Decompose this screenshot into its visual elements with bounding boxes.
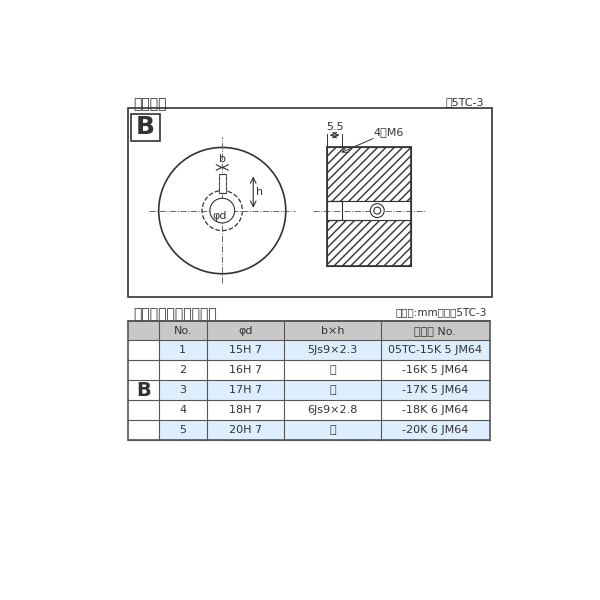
Text: -20K 6 JM64: -20K 6 JM64 [402,425,469,435]
Bar [327,220,410,266]
Text: b: b [219,154,226,164]
Text: 〃: 〃 [329,385,336,395]
Text: h: h [256,187,263,197]
Circle shape [158,148,286,274]
Text: 図5TC-3: 図5TC-3 [446,97,484,107]
Bar [158,340,490,360]
Circle shape [202,191,242,230]
Text: 05TC-15K 5 JM64: 05TC-15K 5 JM64 [388,345,482,355]
Bar [158,360,490,380]
Text: -18K 6 JM64: -18K 6 JM64 [402,405,469,415]
Text: b×h: b×h [321,326,344,336]
Text: 軸穴形状: 軸穴形状 [133,97,167,112]
Text: 4: 4 [179,405,186,415]
Bar [131,113,160,141]
Text: 15H 7: 15H 7 [229,345,262,355]
Bar [158,400,490,420]
Text: 5: 5 [179,425,186,435]
Bar [128,322,490,440]
Text: 〃: 〃 [329,425,336,435]
Bar [327,148,410,202]
Text: 18H 7: 18H 7 [229,405,262,415]
Text: （単位:mm）　表5TC-3: （単位:mm） 表5TC-3 [396,308,487,317]
Text: No.: No. [173,326,192,336]
Text: 3: 3 [179,385,186,395]
Text: 6Js9×2.8: 6Js9×2.8 [308,405,358,415]
Bar [128,340,158,440]
Bar [128,322,490,340]
Text: 5.5: 5.5 [326,122,343,132]
Circle shape [210,198,235,223]
Text: 17H 7: 17H 7 [229,385,262,395]
Text: φd: φd [212,211,226,221]
Text: B: B [136,115,155,139]
Text: 〃: 〃 [329,365,336,375]
Text: 16H 7: 16H 7 [229,365,262,375]
Text: φd: φd [238,326,253,336]
Bar [158,420,490,440]
Text: -17K 5 JM64: -17K 5 JM64 [402,385,469,395]
Text: 5Js9×2.3: 5Js9×2.3 [308,345,358,355]
Circle shape [374,207,381,214]
Text: コード No.: コード No. [415,326,457,336]
Bar [219,173,226,193]
Text: 1: 1 [179,345,186,355]
Bar [158,380,490,400]
Circle shape [370,203,384,218]
Bar [128,108,492,297]
Text: 4－M6: 4－M6 [373,127,404,137]
Text: 2: 2 [179,365,186,375]
Text: B: B [136,380,151,400]
Text: 20H 7: 20H 7 [229,425,262,435]
Text: -16K 5 JM64: -16K 5 JM64 [402,365,469,375]
Bar [327,202,410,220]
Text: 軸穴形状コード一覧表: 軸穴形状コード一覧表 [133,308,217,322]
